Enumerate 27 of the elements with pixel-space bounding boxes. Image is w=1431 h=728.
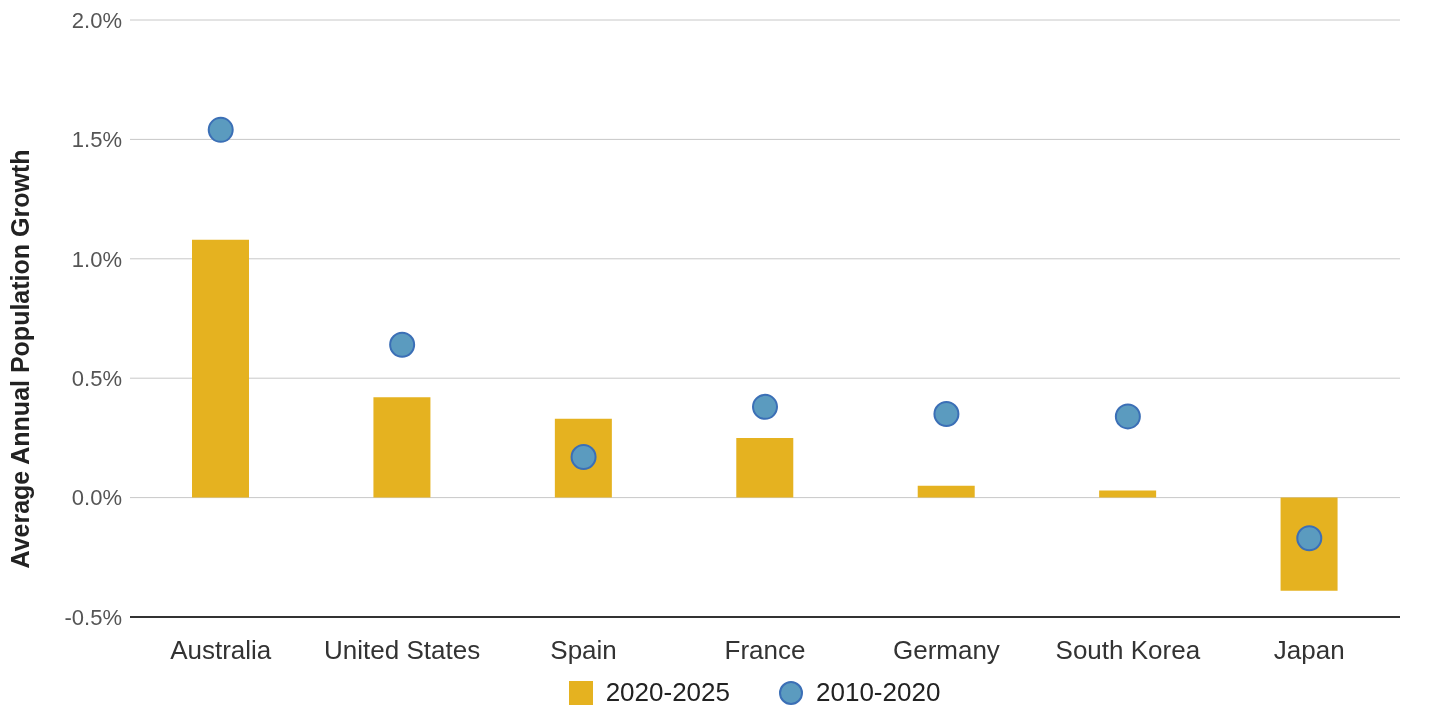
- x-tick-label: Spain: [550, 635, 617, 666]
- bar: [917, 485, 975, 498]
- point: [207, 116, 234, 143]
- bar: [192, 239, 249, 498]
- x-tick-label: Germany: [892, 635, 1000, 666]
- point: [1114, 403, 1141, 430]
- legend-label: 2020-2025: [604, 677, 730, 708]
- y-tick-label: 0.5%: [71, 366, 122, 392]
- x-tick-label: South Korea: [1055, 635, 1201, 666]
- x-tick-label: Australia: [170, 635, 272, 666]
- x-tick-label: Japan: [1273, 635, 1345, 666]
- point: [752, 393, 778, 420]
- y-tick-label: 1.0%: [71, 246, 122, 272]
- point: [933, 401, 960, 428]
- x-tick-label: United States: [324, 635, 481, 666]
- y-axis-title: Average Annual Population Growth: [5, 149, 34, 569]
- legend-label: 2010-2020: [815, 677, 941, 708]
- point: [389, 331, 416, 358]
- y-tick-label: -0.5%: [64, 604, 122, 630]
- bar: [736, 437, 794, 498]
- x-tick-label: France: [724, 635, 806, 666]
- y-tick-label: 1.5%: [71, 127, 122, 153]
- y-tick-label: 2.0%: [71, 7, 122, 33]
- bar: [1280, 497, 1338, 591]
- bar: [373, 397, 431, 498]
- bar: [1099, 490, 1157, 498]
- y-tick-label: 0.0%: [71, 485, 122, 511]
